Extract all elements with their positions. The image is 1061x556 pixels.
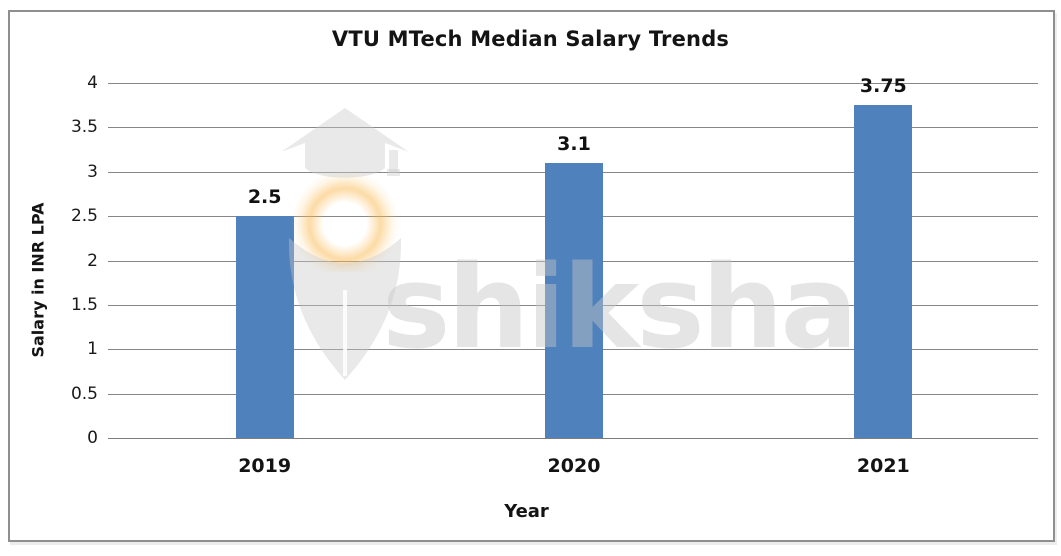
x-axis-line — [108, 438, 1038, 439]
bar-2020 — [545, 162, 603, 438]
y-tick-label: 3 — [87, 161, 98, 182]
x-tick-label-2020: 2020 — [547, 455, 601, 477]
y-tick-label: 2.5 — [70, 206, 98, 227]
x-tick-label-2021: 2021 — [856, 455, 910, 477]
chart-title: VTU MTech Median Salary Trends — [331, 27, 730, 51]
gridline — [108, 83, 1038, 84]
bar-2019 — [235, 216, 294, 438]
y-tick-label: 2 — [87, 250, 98, 271]
y-tick-label: 0.5 — [70, 383, 98, 404]
gridline — [108, 127, 1038, 129]
x-tick-label-2019: 2019 — [238, 455, 292, 477]
y-tick-label: 1.5 — [70, 294, 98, 315]
bar-value-label-2021: 3.75 — [859, 75, 907, 98]
y-tick-label: 4 — [87, 73, 98, 93]
bar-value-label-2020: 3.1 — [557, 132, 591, 155]
bar-value-label-2019: 2.5 — [247, 186, 282, 209]
y-tick-label: 3.5 — [70, 117, 98, 138]
y-tick-label: 0 — [87, 428, 98, 448]
x-axis-title: Year — [504, 501, 549, 522]
y-tick-label: 1 — [87, 339, 98, 360]
bar-2021 — [854, 105, 913, 438]
